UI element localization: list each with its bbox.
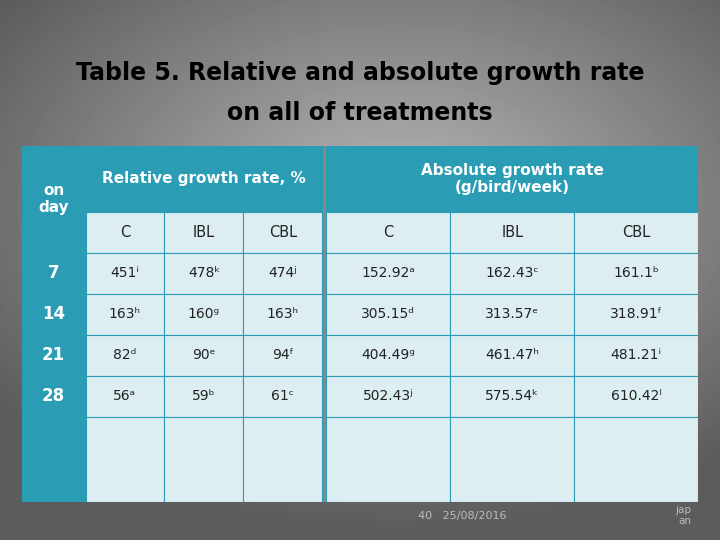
- Bar: [164, 212, 243, 253]
- Text: 451ⁱ: 451ⁱ: [110, 266, 140, 280]
- Bar: [243, 376, 323, 417]
- Bar: [575, 212, 698, 253]
- Bar: [164, 417, 243, 502]
- Text: 404.49ᵍ: 404.49ᵍ: [361, 348, 415, 362]
- Bar: [575, 417, 698, 502]
- Text: IBL: IBL: [501, 225, 523, 240]
- Bar: [86, 417, 164, 502]
- Text: Absolute growth rate
(g/bird/week): Absolute growth rate (g/bird/week): [421, 163, 603, 195]
- Bar: [22, 253, 86, 294]
- Bar: [575, 294, 698, 335]
- Bar: [22, 146, 86, 253]
- Text: 502.43ʲ: 502.43ʲ: [363, 389, 413, 403]
- Text: 56ᵃ: 56ᵃ: [114, 389, 137, 403]
- Bar: [243, 335, 323, 376]
- Text: CBL: CBL: [269, 225, 297, 240]
- Bar: [326, 376, 450, 417]
- Bar: [86, 335, 164, 376]
- Text: 40   25/08/2016: 40 25/08/2016: [418, 511, 506, 521]
- Text: on all of treatments: on all of treatments: [228, 102, 492, 125]
- Text: on
day: on day: [38, 183, 69, 215]
- Bar: [326, 146, 698, 212]
- Text: 161.1ᵇ: 161.1ᵇ: [613, 266, 660, 280]
- Bar: [450, 417, 575, 502]
- Text: 160ᵍ: 160ᵍ: [188, 307, 220, 321]
- Bar: [86, 376, 164, 417]
- Text: 163ʰ: 163ʰ: [267, 307, 299, 321]
- Text: 28: 28: [42, 387, 65, 405]
- Text: CBL: CBL: [622, 225, 650, 240]
- Bar: [22, 335, 86, 376]
- Bar: [326, 253, 450, 294]
- Bar: [243, 417, 323, 502]
- Bar: [450, 335, 575, 376]
- Bar: [164, 294, 243, 335]
- Text: 163ʰ: 163ʰ: [109, 307, 141, 321]
- Bar: [450, 294, 575, 335]
- Bar: [22, 294, 86, 335]
- Bar: [575, 253, 698, 294]
- Bar: [450, 376, 575, 417]
- Text: 152.92ᵃ: 152.92ᵃ: [361, 266, 415, 280]
- Bar: [243, 294, 323, 335]
- Text: IBL: IBL: [193, 225, 215, 240]
- Bar: [22, 376, 86, 417]
- Text: 318.91ᶠ: 318.91ᶠ: [610, 307, 663, 321]
- Text: 162.43ᶜ: 162.43ᶜ: [485, 266, 539, 280]
- Text: 305.15ᵈ: 305.15ᵈ: [361, 307, 415, 321]
- Bar: [22, 417, 86, 502]
- Bar: [164, 335, 243, 376]
- Text: 90ᵉ: 90ᵉ: [192, 348, 216, 362]
- Bar: [86, 294, 164, 335]
- Text: Table 5. Relative and absolute growth rate: Table 5. Relative and absolute growth ra…: [76, 61, 644, 85]
- Text: 610.42ˡ: 610.42ˡ: [611, 389, 662, 403]
- Bar: [450, 212, 575, 253]
- Bar: [243, 212, 323, 253]
- Bar: [326, 335, 450, 376]
- Text: C: C: [120, 225, 130, 240]
- Text: 14: 14: [42, 305, 65, 323]
- Bar: [326, 417, 450, 502]
- Bar: [575, 376, 698, 417]
- Bar: [164, 376, 243, 417]
- Text: 7: 7: [48, 264, 59, 282]
- Bar: [326, 212, 450, 253]
- Text: C: C: [383, 225, 393, 240]
- Bar: [575, 335, 698, 376]
- Text: 474ʲ: 474ʲ: [269, 266, 297, 280]
- Bar: [326, 294, 450, 335]
- Text: jap
an: jap an: [675, 505, 691, 526]
- Text: 21: 21: [42, 346, 65, 364]
- Bar: [323, 146, 326, 502]
- Text: 82ᵈ: 82ᵈ: [113, 348, 137, 362]
- Text: 313.57ᵉ: 313.57ᵉ: [485, 307, 539, 321]
- Bar: [243, 253, 323, 294]
- Text: 61ᶜ: 61ᶜ: [271, 389, 294, 403]
- Text: 481.21ⁱ: 481.21ⁱ: [611, 348, 662, 362]
- Text: 59ᵇ: 59ᵇ: [192, 389, 216, 403]
- Bar: [164, 253, 243, 294]
- Text: Relative growth rate, %: Relative growth rate, %: [102, 171, 306, 186]
- Text: 575.54ᵏ: 575.54ᵏ: [485, 389, 539, 403]
- Bar: [86, 253, 164, 294]
- Text: 94ᶠ: 94ᶠ: [272, 348, 294, 362]
- Bar: [86, 212, 164, 253]
- Bar: [450, 253, 575, 294]
- Text: 478ᵏ: 478ᵏ: [188, 266, 220, 280]
- Bar: [86, 146, 323, 212]
- Text: 461.47ʰ: 461.47ʰ: [485, 348, 539, 362]
